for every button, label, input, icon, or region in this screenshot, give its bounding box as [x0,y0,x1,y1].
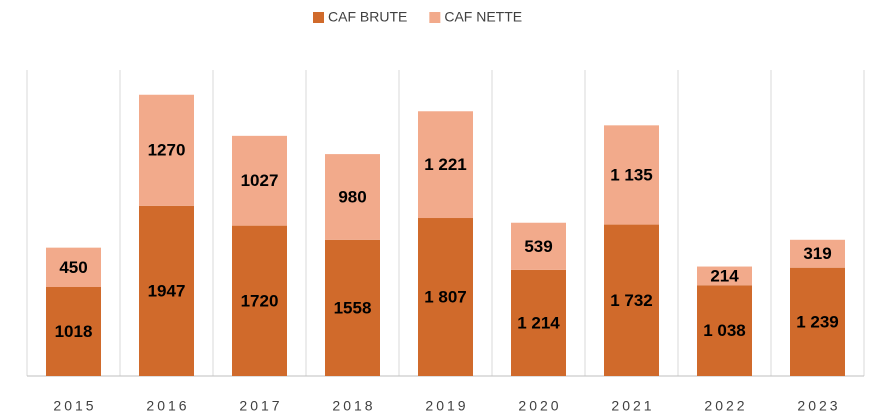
bar-segment [232,135,287,226]
bar-segment [604,125,659,225]
bar-segment [325,239,380,376]
x-tick-label: 2023 [797,398,840,414]
bar-segment [46,247,101,287]
value-label: 1 807 [424,287,467,306]
bar-segment [139,94,194,206]
bar-segment [46,286,101,376]
value-label: 1947 [148,281,186,300]
value-label: 1270 [148,141,186,160]
x-tick-label: 2017 [239,398,282,414]
legend-swatch [429,12,441,23]
bar-segment [325,154,380,240]
bar-segment [790,267,845,376]
legend-label: CAF NETTE [444,9,522,25]
x-tick-label: 2021 [611,398,654,414]
value-label: 214 [710,266,739,285]
value-label: 1 221 [424,155,467,174]
x-tick-label: 2016 [146,398,189,414]
bar-segment [511,222,566,270]
x-tick-label: 2015 [53,398,96,414]
legend-swatch [313,12,324,23]
x-tick-label: 2019 [425,398,468,414]
bar-segment [139,205,194,376]
value-label: 1 239 [796,312,839,331]
value-label: 1 732 [610,291,653,310]
value-label: 1 214 [517,313,560,332]
value-label: 1720 [241,291,279,310]
bar-segment [790,239,845,268]
bar-segment [604,224,659,376]
value-label: 1027 [241,171,279,190]
value-label: 1 038 [703,321,746,340]
bar-segment [697,266,752,286]
legend-label: CAF BRUTE [328,9,407,25]
value-label: 1 135 [610,165,653,184]
bar-segment [697,285,752,376]
value-label: 980 [338,187,366,206]
bar-segment [232,225,287,376]
value-label: 450 [59,258,87,277]
x-tick-label: 2022 [704,398,747,414]
value-label: 1558 [334,298,372,317]
bar-segment [418,218,473,376]
x-tick-label: 2018 [332,398,375,414]
value-label: 319 [803,244,831,263]
value-label: 1018 [55,322,93,341]
bar-segment [418,111,473,219]
bar-segment [511,269,566,376]
value-label: 539 [524,237,552,256]
x-tick-label: 2020 [518,398,561,414]
